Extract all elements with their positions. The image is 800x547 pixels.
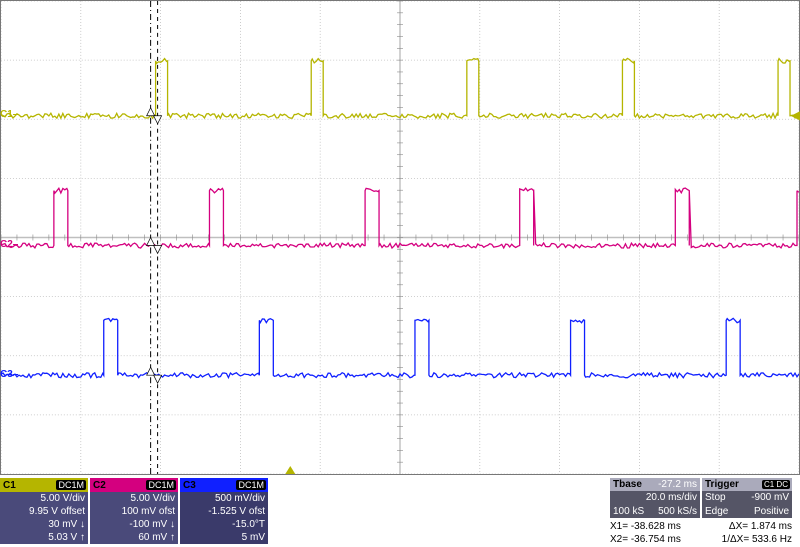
trigger-source-badge: C1 DC — [762, 480, 790, 489]
channel-body: 500 mV/div -1.525 V ofst -15.0°T 5 mV — [180, 492, 268, 544]
channel-info-line: 60 mV ↑ — [93, 532, 175, 543]
channel-info-line: -1.525 V ofst — [183, 506, 265, 517]
channel-header: C1 DC1M — [0, 478, 88, 492]
channel-id: C3 — [180, 480, 199, 491]
channel-info-line: 9.95 V offset — [3, 506, 85, 517]
trigger-panel[interactable]: Trigger C1 DC Stop-900 mV EdgePositive — [702, 478, 792, 518]
oscilloscope-screenshot: LeCroy C1–C2–C3– ◀ C1 DC1M 5.00 V/div9.9… — [0, 0, 800, 547]
timebase-delay: -27.2 ms — [658, 479, 700, 490]
channel-info-line: -15.0°T — [183, 519, 265, 530]
channel-info-line: 500 mV/div — [183, 493, 265, 504]
coupling-badge: DC1M — [146, 480, 176, 490]
channel-label-c2: C2– — [0, 239, 18, 250]
channel-panel-c1[interactable]: C1 DC1M 5.00 V/div 9.95 V offset 30 mV ↓ … — [0, 478, 88, 544]
waveform-svg — [1, 1, 799, 474]
channel-body: 5.00 V/div 100 mV ofst -100 mV ↓ 60 mV ↑ — [90, 492, 178, 544]
trigger-body: Stop-900 mV EdgePositive — [702, 491, 792, 518]
channel-header: C2 DC1M — [90, 478, 178, 492]
channel-info-line: -100 mV ↓ — [93, 519, 175, 530]
status-bar: C1 DC1M 5.00 V/div 9.95 V offset 30 mV ↓ … — [0, 478, 800, 546]
channel-panel-c3[interactable]: C3 DC1M 500 mV/div -1.525 V ofst -15.0°T 5 … — [180, 478, 268, 544]
timebase-body: 20.0 ms/div 100 kS500 kS/s — [610, 491, 700, 518]
timebase-panel[interactable]: Tbase -27.2 ms 20.0 ms/div 100 kS500 kS/… — [610, 478, 700, 518]
channel-info-line: 100 mV ofst — [93, 506, 175, 517]
channel-id: C1 — [0, 480, 19, 491]
channel-panel-c2[interactable]: C2 DC1M 5.00 V/div 100 mV ofst -100 mV ↓ 6… — [90, 478, 178, 544]
channel-label-c1: C1– — [0, 109, 18, 120]
channel-body: 5.00 V/div 9.95 V offset 30 mV ↓ 5.03 V ↑ — [0, 492, 88, 544]
coupling-badge: DC1M — [236, 480, 266, 490]
channel-info-line: 5.00 V/div — [3, 493, 85, 504]
coupling-badge: DC1M — [56, 480, 86, 490]
trigger-header: Trigger C1 DC — [702, 478, 792, 491]
timebase-header: Tbase -27.2 ms — [610, 478, 700, 491]
channel-id: C2 — [90, 480, 109, 491]
channel-info-line: 30 mV ↓ — [3, 519, 85, 530]
channel-info-line: 5 mV — [183, 532, 265, 543]
trigger-level-indicator: ◀ — [791, 109, 800, 121]
cursor-readout: X1= -38.628 msΔX= 1.874 ms X2= -36.754 m… — [610, 520, 792, 546]
channel-header: C3 DC1M — [180, 478, 268, 492]
channel-info-line: 5.03 V ↑ — [3, 532, 85, 543]
trigger-label: Trigger — [702, 479, 742, 490]
channel-info-line: 5.00 V/div — [93, 493, 175, 504]
channel-label-c3: C3– — [0, 369, 18, 380]
waveform-plot[interactable] — [0, 0, 800, 475]
timebase-label: Tbase — [610, 479, 645, 490]
